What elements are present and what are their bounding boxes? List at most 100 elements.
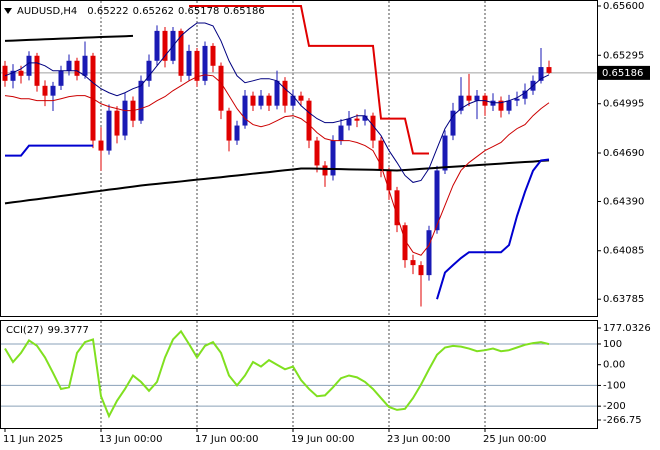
candle-body bbox=[522, 90, 528, 99]
candle-body bbox=[226, 110, 232, 141]
candle-body bbox=[202, 45, 208, 81]
candle-body bbox=[306, 100, 312, 141]
collapse-icon bbox=[4, 8, 12, 14]
x-tick-label: 13 Jun 00:00 bbox=[99, 434, 163, 445]
candle-body bbox=[466, 95, 472, 101]
candle-body bbox=[146, 60, 152, 81]
candle-body bbox=[26, 55, 32, 76]
candle-body bbox=[58, 70, 64, 86]
candle-body bbox=[42, 85, 48, 96]
candle-body bbox=[2, 65, 8, 81]
last-open: 0.65222 bbox=[87, 6, 128, 17]
cci-panel-frame bbox=[0, 320, 598, 429]
candle-body bbox=[458, 95, 464, 111]
last-close: 0.65186 bbox=[223, 6, 264, 17]
price-panel-frame bbox=[0, 0, 598, 317]
indicator-line bbox=[4, 34, 134, 42]
candle-body bbox=[354, 118, 360, 121]
candle-body bbox=[18, 70, 24, 76]
indicator-line bbox=[189, 5, 429, 155]
candle-body bbox=[282, 80, 288, 106]
y-tick-label: 177.0326 bbox=[603, 323, 651, 334]
chart-title: AUDUSD,H4 bbox=[17, 6, 77, 17]
candle-body bbox=[10, 70, 16, 81]
y-tick-label: 0.64390 bbox=[603, 196, 644, 207]
candle-body bbox=[66, 60, 72, 71]
price-label-box bbox=[598, 65, 650, 80]
candle-body bbox=[114, 110, 120, 136]
candle-body bbox=[290, 95, 296, 106]
last-low: 0.65178 bbox=[178, 6, 219, 17]
y-tick-label: 0.64690 bbox=[603, 148, 644, 159]
candle-body bbox=[242, 95, 248, 126]
candle-body bbox=[210, 45, 216, 66]
chart-header: AUDUSD,H4 0.65222 0.65262 0.65178 0.65186 bbox=[17, 6, 265, 17]
candle-body bbox=[394, 190, 400, 226]
candle-body bbox=[250, 95, 256, 106]
plot-layer: 11 Jun 2025 13 Jun 00:00 17 Jun 00:00 19 Ju… bbox=[1, 1, 651, 445]
candle-body bbox=[50, 85, 56, 96]
candle-body bbox=[122, 100, 128, 136]
candle-body bbox=[218, 65, 224, 111]
candle-body bbox=[338, 125, 344, 141]
candle-body bbox=[434, 170, 440, 231]
indicator-line bbox=[5, 144, 550, 300]
candle-body bbox=[162, 30, 168, 61]
candle-body bbox=[450, 110, 456, 136]
y-tick-label: 0.65600 bbox=[603, 1, 644, 12]
indicator-line bbox=[4, 159, 550, 205]
y-tick-label: 0.65295 bbox=[603, 50, 644, 61]
candle-body bbox=[330, 140, 336, 176]
candle-body bbox=[498, 100, 504, 111]
candle-body bbox=[322, 165, 328, 176]
candle-body bbox=[474, 95, 480, 101]
candle-body bbox=[546, 67, 552, 73]
y-tick-label: 0.64995 bbox=[603, 99, 644, 110]
candle-body bbox=[194, 50, 200, 81]
price-label: 0.65186 bbox=[602, 68, 643, 79]
candle-body bbox=[34, 55, 40, 86]
cci-title: CCI(27) bbox=[6, 325, 44, 336]
candle-body bbox=[74, 60, 80, 76]
candle-body bbox=[410, 260, 416, 266]
cci-header: CCI(27) 99.3777 bbox=[6, 325, 89, 336]
y-tick-label: 0.00 bbox=[603, 360, 625, 371]
candle-body bbox=[346, 118, 352, 126]
x-tick-label: 25 Jun 00:00 bbox=[483, 434, 547, 445]
candle-body bbox=[538, 67, 544, 81]
candle-body bbox=[314, 140, 320, 166]
candle-body bbox=[266, 95, 272, 106]
candle-body bbox=[418, 265, 424, 276]
candle-body bbox=[82, 55, 88, 76]
candle-body bbox=[426, 230, 432, 276]
candle-body bbox=[402, 225, 408, 261]
indicator-line bbox=[4, 22, 550, 183]
candle-body bbox=[178, 30, 184, 76]
candle-body bbox=[258, 95, 264, 106]
candle-body bbox=[154, 30, 160, 61]
candle-body bbox=[506, 100, 512, 111]
candle-body bbox=[514, 98, 520, 101]
last-high: 0.65262 bbox=[133, 6, 174, 17]
y-tick-label: 0.63785 bbox=[603, 294, 644, 305]
candle-body bbox=[386, 170, 392, 191]
y-tick-label: 100 bbox=[603, 339, 622, 350]
candle-body bbox=[98, 140, 104, 151]
candle-body bbox=[298, 95, 304, 101]
y-tick-label: 0.64085 bbox=[603, 246, 644, 257]
candle-body bbox=[442, 135, 448, 171]
x-tick-label: 17 Jun 00:00 bbox=[195, 434, 259, 445]
y-tick-label: -200 bbox=[603, 401, 626, 412]
cci-last-value: 99.3777 bbox=[47, 325, 88, 336]
y-tick-label: -100 bbox=[603, 380, 626, 391]
candle-body bbox=[90, 55, 96, 141]
x-tick-label: 19 Jun 00:00 bbox=[291, 434, 355, 445]
indicator-line bbox=[4, 74, 550, 256]
cci-line bbox=[4, 329, 550, 419]
candle-body bbox=[378, 140, 384, 171]
x-tick-label: 23 Jun 00:00 bbox=[387, 434, 451, 445]
candle-body bbox=[186, 50, 192, 76]
candle-body bbox=[106, 110, 112, 151]
x-tick-label: 11 Jun 2025 bbox=[3, 434, 63, 445]
